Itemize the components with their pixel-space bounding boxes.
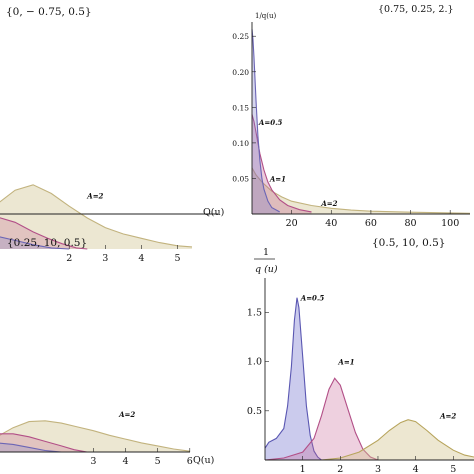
curve-label: A=0.5	[258, 118, 283, 127]
y-ticks: 0.05 0.10 0.15 0.20 0.25	[232, 32, 256, 183]
plot-layer: A=2	[0, 410, 190, 453]
x-tick-label: 5	[175, 253, 181, 264]
curve-label: A=1	[337, 358, 354, 367]
x-tick-label: 40	[325, 218, 337, 229]
series-area-a-2	[0, 184, 192, 249]
series-area-a-2	[0, 420, 190, 452]
x-tick-label: 1	[300, 464, 306, 474]
x-tick-label: 3	[90, 456, 96, 467]
series-area-a-1	[0, 217, 88, 249]
curve-label: A=2	[86, 192, 103, 201]
y-tick-label: 0.20	[232, 68, 249, 77]
x-ticks: 3 4 5 6	[90, 448, 193, 467]
plot-layer: A=0.5 A=1 A=2	[264, 294, 474, 461]
x-axis-label: Q(u)	[203, 207, 224, 218]
y-tick-label: 0.05	[232, 174, 249, 183]
y-axis-label-numerator: 1	[263, 247, 269, 258]
series-line-a-1	[0, 217, 88, 250]
curve-label: A=0.5	[300, 294, 325, 303]
series-line-a-0-5	[264, 297, 322, 461]
x-tick-label: 3	[375, 464, 381, 474]
plot-layer: A=0.5 A=1 A=2	[251, 29, 471, 214]
x-tick-label: 60	[365, 218, 377, 229]
y-axis-label: 1/q(u)	[255, 12, 277, 20]
y-tick-label: 0.5	[247, 406, 262, 417]
y-tick-label: 0.10	[232, 139, 249, 148]
panel-title: {0.25, 10, 0.5}	[7, 237, 87, 249]
y-axis-label: 1 q (u)	[254, 247, 278, 275]
y-tick-label: 1.5	[247, 307, 262, 318]
series-area-a-0-5	[265, 297, 322, 460]
x-tick-label: 100	[441, 218, 459, 229]
series-area-a-2	[252, 167, 470, 214]
series-line-a-0-5	[0, 442, 62, 453]
x-tick-label: 20	[286, 218, 298, 229]
x-ticks: 20 40 60 80 100	[286, 210, 459, 229]
chart-panel-top-right: {0.75, 0.25, 2.} 1/q(u) A=0.5 A=1 A=2 20 40…	[232, 4, 471, 229]
y-tick-label: 0.15	[232, 103, 249, 112]
y-tick-label: 1.0	[247, 357, 262, 368]
x-tick-label: 3	[102, 253, 108, 264]
chart-panel-bottom-right: {0.5, 10, 0.5} 1 q (u) A=0.5 A=1 A=2 1 2 3 4 5…	[247, 237, 474, 474]
curve-label: A=2	[439, 412, 456, 421]
curve-label: A=2	[118, 410, 135, 419]
x-tick-label: 5	[155, 456, 161, 467]
x-tick-label: 4	[413, 464, 419, 474]
series-area-a-1	[265, 378, 378, 460]
x-tick-label: 5	[450, 464, 456, 474]
plot-layer: A=2	[0, 184, 193, 250]
chart-panel-top-left: {0, − 0.75, 0.5} A=2 2 3 4 5 Q(u)	[0, 6, 224, 264]
series-area-a-1	[252, 114, 312, 214]
panel-title: {0.75, 0.25, 2.}	[378, 4, 454, 15]
x-ticks: 1 2 3 4 5	[300, 456, 456, 474]
y-ticks: 0.5 1.0 1.5	[247, 307, 269, 417]
curve-label: A=2	[320, 199, 337, 208]
x-tick-label: 4	[138, 253, 144, 264]
x-tick-label: 80	[404, 218, 416, 229]
curve-label: A=1	[269, 174, 286, 183]
series-area-a-0-5	[0, 443, 62, 452]
x-tick-label: 2	[337, 464, 343, 474]
series-area-a-0-5	[252, 29, 280, 214]
x-ticks: 2 3 4 5	[66, 245, 181, 264]
series-line-a-0-5	[251, 29, 280, 213]
series-area-a-2	[265, 419, 474, 460]
x-tick-label: 4	[123, 456, 129, 467]
panel-title: {0, − 0.75, 0.5}	[6, 6, 92, 18]
series-line-a-0-5	[0, 236, 70, 250]
series-line-a-1	[0, 433, 88, 453]
x-axis-label: Q(u)	[193, 455, 214, 466]
y-tick-label: 0.25	[232, 32, 249, 41]
x-tick-label: 2	[66, 253, 72, 264]
x-tick-label: 6	[187, 456, 193, 467]
panel-title: {0.5, 10, 0.5}	[372, 237, 445, 249]
series-area-a-0-5	[0, 236, 70, 249]
series-line-a-2	[265, 419, 474, 461]
chart-panel-bottom-left: {0.25, 10, 0.5} A=2 3 4 5 6 Q(u)	[0, 237, 214, 467]
series-line-a-2	[0, 420, 190, 452]
series-line-a-2	[0, 184, 193, 248]
y-axis-label-denominator: q (u)	[255, 264, 278, 275]
series-line-a-1	[251, 114, 312, 213]
